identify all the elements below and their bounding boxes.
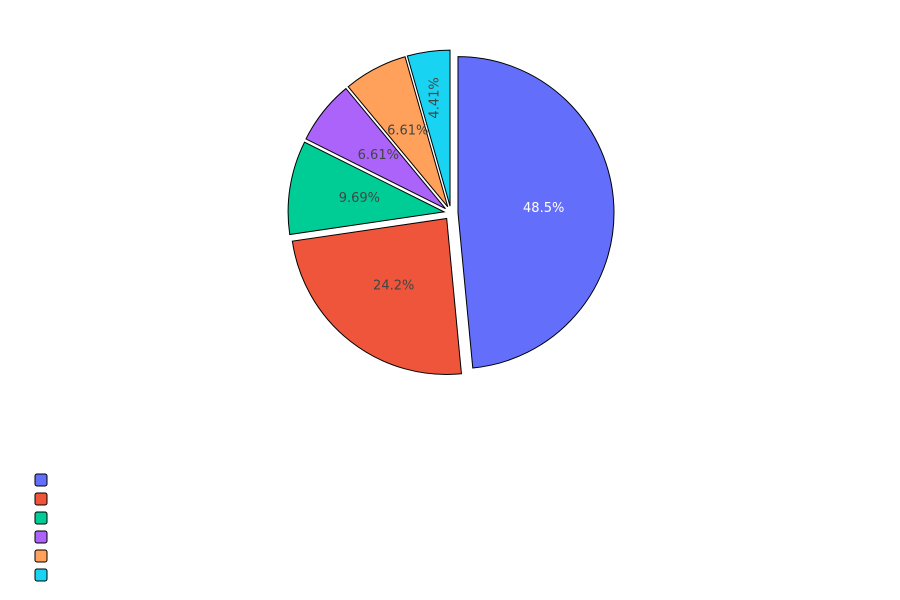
pie-slice-5[interactable] <box>347 56 449 208</box>
pie-slices <box>287 49 615 375</box>
pie-slice-6[interactable] <box>406 49 451 207</box>
legend-swatch-6[interactable] <box>34 568 48 582</box>
pie-slice-3[interactable] <box>287 141 446 236</box>
pie-slice-label-4: 6.61% <box>358 148 399 163</box>
pie-slice-label-6: 4.41% <box>427 77 442 118</box>
pie-slice-label-5: 6.61% <box>387 123 428 138</box>
legend-swatch-3[interactable] <box>34 511 48 525</box>
pie-slice-1[interactable] <box>457 56 615 369</box>
pie-slice-4[interactable] <box>305 87 446 210</box>
pie-slice-label-3: 9.69% <box>339 191 380 206</box>
legend-swatch-4[interactable] <box>34 530 48 544</box>
legend <box>34 473 48 582</box>
legend-swatch-2[interactable] <box>34 492 48 506</box>
legend-swatch-1[interactable] <box>34 473 48 487</box>
pie-slice-label-1: 48.5% <box>523 201 564 216</box>
pie-slice-2[interactable] <box>291 217 463 375</box>
pie-slice-labels: 48.5% 24.2% 9.69% 6.61% 6.61% 4.41% <box>339 77 565 293</box>
pie-slice-label-2: 24.2% <box>373 279 414 294</box>
legend-swatch-5[interactable] <box>34 549 48 563</box>
